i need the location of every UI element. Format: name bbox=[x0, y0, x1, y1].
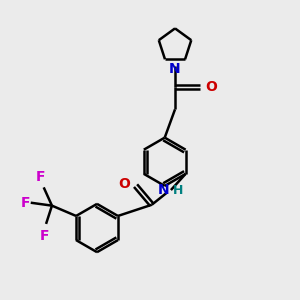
Text: O: O bbox=[206, 80, 217, 94]
Text: O: O bbox=[118, 177, 130, 191]
Text: N: N bbox=[158, 183, 170, 197]
Text: F: F bbox=[40, 229, 49, 243]
Text: F: F bbox=[36, 170, 46, 184]
Text: H: H bbox=[172, 184, 183, 197]
Text: N: N bbox=[169, 61, 181, 76]
Text: F: F bbox=[21, 196, 30, 210]
